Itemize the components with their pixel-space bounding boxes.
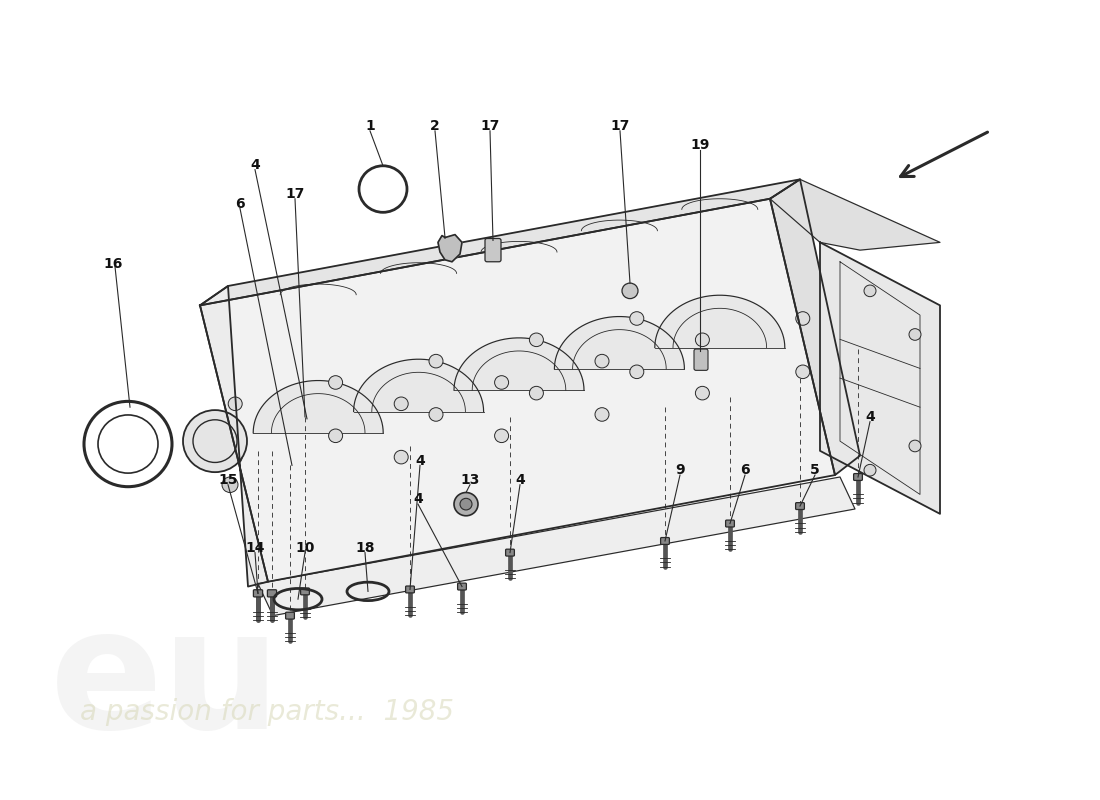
Circle shape xyxy=(460,498,472,510)
Polygon shape xyxy=(258,477,855,616)
FancyBboxPatch shape xyxy=(253,590,263,597)
FancyBboxPatch shape xyxy=(661,538,670,545)
Circle shape xyxy=(795,312,810,326)
Circle shape xyxy=(695,333,710,346)
FancyBboxPatch shape xyxy=(406,586,415,593)
Circle shape xyxy=(394,397,408,410)
Text: 9: 9 xyxy=(675,463,685,478)
Text: 17: 17 xyxy=(285,187,305,201)
FancyBboxPatch shape xyxy=(286,612,295,619)
Text: 17: 17 xyxy=(610,119,629,133)
Circle shape xyxy=(228,397,242,410)
Text: 4: 4 xyxy=(415,454,425,467)
FancyBboxPatch shape xyxy=(485,238,501,262)
Text: 10: 10 xyxy=(295,541,315,554)
Circle shape xyxy=(621,283,638,298)
Polygon shape xyxy=(200,286,268,586)
Text: 13: 13 xyxy=(460,473,480,487)
Circle shape xyxy=(695,386,710,400)
Circle shape xyxy=(454,493,478,516)
FancyBboxPatch shape xyxy=(795,502,804,510)
Polygon shape xyxy=(200,179,800,306)
Circle shape xyxy=(795,365,810,378)
FancyBboxPatch shape xyxy=(854,474,862,481)
Text: 5: 5 xyxy=(810,463,820,478)
Text: 14: 14 xyxy=(245,541,265,554)
Text: 4: 4 xyxy=(865,410,874,424)
Text: eu: eu xyxy=(50,601,282,764)
Text: 18: 18 xyxy=(355,541,375,554)
FancyBboxPatch shape xyxy=(458,583,466,590)
Circle shape xyxy=(529,333,543,346)
Circle shape xyxy=(495,376,508,390)
Polygon shape xyxy=(820,242,940,514)
Circle shape xyxy=(429,354,443,368)
Circle shape xyxy=(429,408,443,422)
Polygon shape xyxy=(654,295,784,347)
Text: 16: 16 xyxy=(103,257,123,270)
Text: 4: 4 xyxy=(414,492,422,506)
Circle shape xyxy=(595,408,609,422)
FancyBboxPatch shape xyxy=(300,588,309,595)
Polygon shape xyxy=(353,359,484,411)
FancyBboxPatch shape xyxy=(726,520,735,527)
Text: 15: 15 xyxy=(218,473,238,487)
Polygon shape xyxy=(438,234,462,262)
Polygon shape xyxy=(253,381,383,433)
Circle shape xyxy=(183,410,248,472)
Polygon shape xyxy=(454,338,584,390)
FancyBboxPatch shape xyxy=(694,349,708,370)
Circle shape xyxy=(222,477,238,493)
Text: 6: 6 xyxy=(740,463,750,478)
Text: 17: 17 xyxy=(481,119,499,133)
Polygon shape xyxy=(770,179,860,475)
Circle shape xyxy=(595,354,609,368)
Polygon shape xyxy=(770,179,940,250)
Circle shape xyxy=(630,365,644,378)
Text: 4: 4 xyxy=(515,473,525,487)
Circle shape xyxy=(495,429,508,442)
Circle shape xyxy=(864,285,876,297)
FancyBboxPatch shape xyxy=(267,590,276,597)
Circle shape xyxy=(630,312,644,326)
Polygon shape xyxy=(554,317,684,369)
Text: 1: 1 xyxy=(365,119,375,133)
Text: a passion for parts...  1985: a passion for parts... 1985 xyxy=(80,698,454,726)
Text: 2: 2 xyxy=(430,119,440,133)
Circle shape xyxy=(394,450,408,464)
FancyBboxPatch shape xyxy=(506,549,515,556)
Polygon shape xyxy=(200,198,835,582)
Text: 4: 4 xyxy=(250,158,260,172)
Circle shape xyxy=(909,329,921,340)
Circle shape xyxy=(529,386,543,400)
Text: 19: 19 xyxy=(691,138,710,153)
Circle shape xyxy=(864,464,876,476)
Circle shape xyxy=(228,450,242,464)
Circle shape xyxy=(909,440,921,452)
Text: 6: 6 xyxy=(235,197,245,210)
Circle shape xyxy=(329,376,342,390)
Circle shape xyxy=(329,429,342,442)
